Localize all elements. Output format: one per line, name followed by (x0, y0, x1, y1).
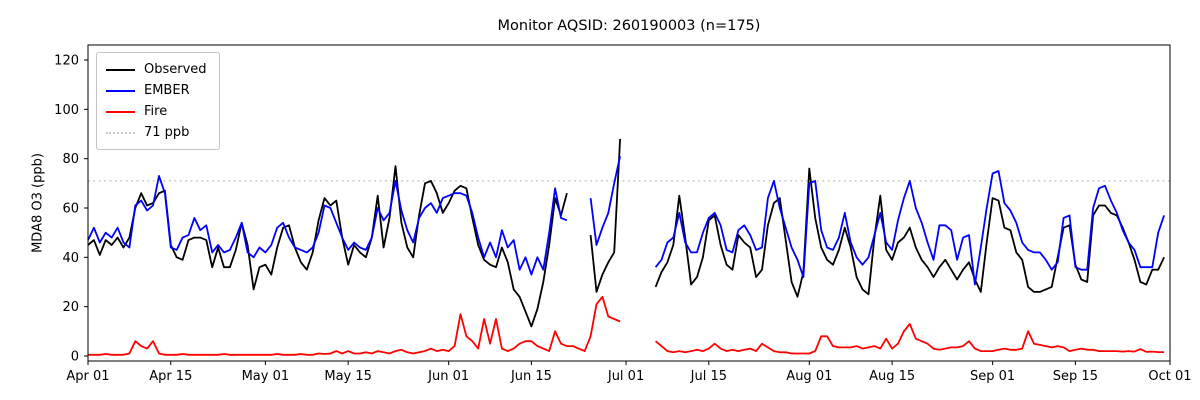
plot-frame (87, 44, 1171, 362)
series-ember (87, 175, 568, 276)
series-fire (655, 323, 1165, 355)
x-tick-label: Oct 01 (1148, 369, 1191, 384)
legend-label-threshold: 71 ppb (144, 125, 190, 140)
x-tick-label: Jun 01 (427, 369, 469, 384)
legend-label-ember: EMBER (144, 83, 190, 98)
x-tick-label: May 01 (242, 369, 290, 384)
x-tick-label: May 15 (324, 369, 372, 384)
legend-item-observed: Observed (106, 59, 207, 80)
legend: Observed EMBER Fire 71 ppb (96, 52, 220, 150)
x-tick-label: Sep 15 (1053, 369, 1098, 384)
legend-item-threshold: 71 ppb (106, 122, 207, 143)
series-observed (87, 165, 568, 328)
y-tick-label: 40 (62, 251, 79, 266)
x-tick-label: Sep 01 (970, 369, 1015, 384)
x-tick-label: Jul 01 (607, 369, 644, 384)
legend-label-observed: Observed (144, 62, 207, 77)
y-tick-label: 120 (54, 54, 79, 69)
y-tick-label: 20 (62, 300, 79, 315)
x-tick-label: Aug 01 (786, 369, 832, 384)
y-tick-label: 60 (62, 202, 79, 217)
y-tick-label: 0 (71, 350, 79, 365)
ember-line-swatch (106, 89, 135, 92)
series-fire (88, 295, 621, 356)
fire-line-swatch (106, 110, 135, 113)
x-tick-label: Jun 15 (510, 369, 552, 384)
x-tick-label: Apr 01 (66, 369, 109, 384)
y-tick-label: 80 (62, 152, 79, 167)
series-ember (654, 170, 1165, 286)
series-ember (589, 156, 621, 246)
chart-title: Monitor AQSID: 260190003 (n=175) (497, 18, 761, 34)
x-tick-label: Apr 15 (149, 369, 192, 384)
series-observed (654, 167, 1165, 298)
threshold-line-swatch (106, 131, 135, 134)
y-tick-label: 100 (54, 103, 79, 118)
legend-item-ember: EMBER (106, 80, 207, 101)
observed-line-swatch (106, 68, 135, 71)
series-observed (589, 138, 621, 293)
legend-item-fire: Fire (106, 101, 207, 122)
x-tick-label: Aug 15 (869, 369, 915, 384)
legend-label-fire: Fire (144, 104, 168, 119)
x-tick-label: Jul 15 (690, 369, 727, 384)
